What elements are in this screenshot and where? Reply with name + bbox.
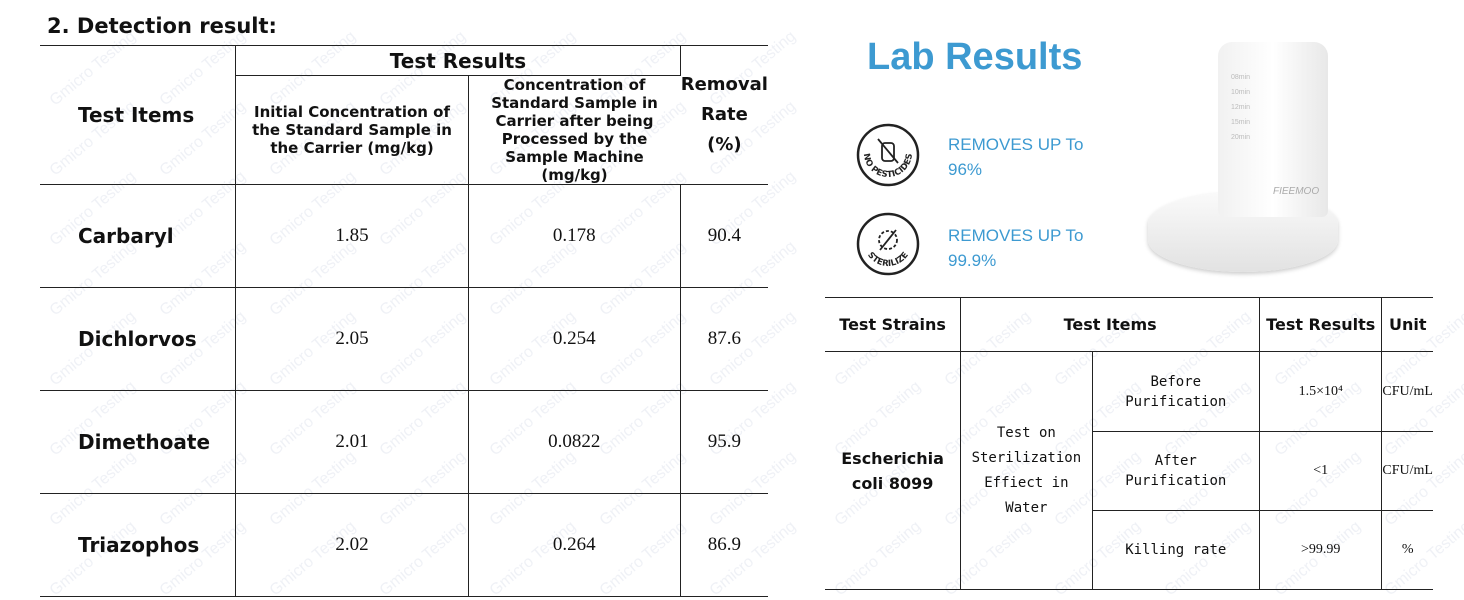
row-unit: CFU/mL [1381, 351, 1433, 432]
lab-results-title: Lab Results [867, 36, 1083, 78]
row-result: <1 [1259, 431, 1383, 511]
product-image: 08min 10min 12min 15min 20min FIEEMOO [1148, 42, 1338, 282]
row-label: After Purification [1092, 431, 1261, 511]
processed: 0.0822 [468, 390, 681, 494]
item: Triazophos [40, 493, 237, 597]
header-unit: Unit [1381, 297, 1433, 352]
timer-labels: 08min 10min 12min 15min 20min [1231, 70, 1250, 145]
removal: 87.6 [680, 287, 768, 391]
timer: 10min [1231, 89, 1251, 96]
table-row: Dichlorvos 2.05 0.254 87.6 [40, 287, 768, 391]
claim-text: REMOVES UP To [948, 226, 1084, 245]
row-result: >99.99 [1259, 510, 1383, 590]
sterilize-badge-icon: STERILIZE [856, 212, 920, 276]
claim-text: REMOVES UP To [948, 135, 1084, 154]
initial: 1.85 [235, 184, 469, 288]
removal: 90.4 [680, 184, 768, 288]
item: Carbaryl [40, 184, 237, 288]
row-label: Before Purification [1091, 351, 1261, 432]
claim-value: 99.9% [948, 251, 997, 270]
header-initial: Initial Concentration of the Standard Sa… [235, 75, 469, 185]
header-strains: Test Strains [825, 297, 962, 352]
initial: 2.02 [235, 493, 469, 597]
timer: 08min [1231, 74, 1251, 81]
table-row: Carbaryl 1.85 0.178 90.4 [40, 184, 768, 288]
header-processed: Concentration of Standard Sample in Carr… [468, 75, 681, 185]
section-title: 2. Detection result: [47, 14, 277, 38]
header-test-items: Test Items [40, 45, 237, 185]
timer: 12min [1231, 104, 1251, 111]
claim-value: 96% [948, 160, 983, 179]
brand-logo: FIEEMOO [1273, 186, 1320, 197]
test-item: Test on Sterilization Effiect in Water [960, 351, 1093, 590]
row-result: 1.5×10⁴ [1259, 351, 1383, 432]
header-results: Test Results [1259, 297, 1383, 352]
claim-pesticides: REMOVES UP To 96% [948, 132, 1083, 182]
header-test-results: Test Results [235, 45, 681, 76]
timer: 15min [1231, 119, 1251, 126]
row-label: Killing rate [1092, 510, 1261, 590]
table-row: After Purification <1 CFU/mL [825, 431, 1433, 511]
table-row: Escherichia coli 8099 Test on Sterilizat… [825, 351, 1433, 590]
header-removal-rate: Removal Rate (%) [680, 45, 768, 185]
claim-sterilize: REMOVES UP To 99.9% [948, 223, 1083, 273]
removal: 95.9 [680, 390, 768, 494]
sterilization-results-table: Test Strains Test Items Test Results Uni… [825, 297, 1433, 590]
strain: Escherichia coli 8099 [825, 351, 962, 590]
initial: 2.05 [235, 287, 469, 391]
initial: 2.01 [235, 390, 469, 494]
table-row: Dimethoate 2.01 0.0822 95.9 [40, 390, 768, 494]
badge-label: NO PESTICIDES [861, 153, 915, 181]
row-unit: CFU/mL [1381, 431, 1433, 511]
header-items: Test Items [960, 297, 1261, 352]
pesticide-results-table: Test Items Test Results Removal Rate (%)… [40, 45, 768, 597]
item: Dichlorvos [40, 287, 237, 391]
row-unit: % [1381, 510, 1433, 590]
timer: 20min [1231, 134, 1251, 141]
no-pesticides-badge-icon: NO PESTICIDES [856, 123, 920, 187]
table-row: Triazophos 2.02 0.264 86.9 [40, 493, 768, 597]
processed: 0.264 [468, 493, 681, 597]
processed: 0.178 [468, 184, 681, 288]
processed: 0.254 [468, 287, 681, 391]
removal: 86.9 [680, 493, 768, 597]
item: Dimethoate [40, 390, 237, 494]
table-row: Killing rate >99.99 % [825, 510, 1433, 590]
badge-label: STERILIZE [865, 250, 911, 269]
